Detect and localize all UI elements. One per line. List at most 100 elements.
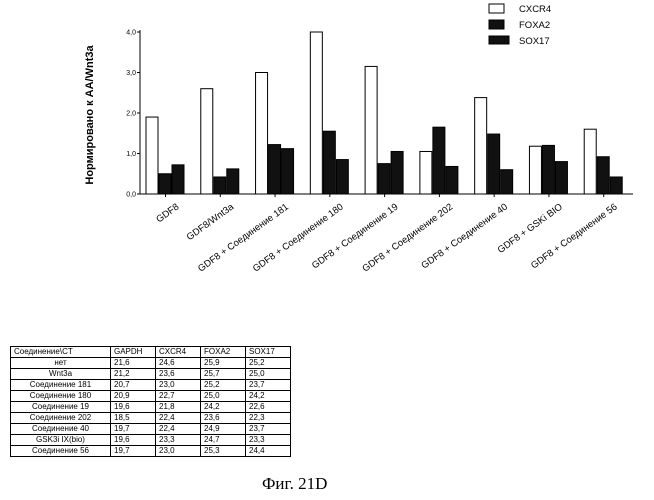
table-cell: 23,3 — [156, 435, 201, 446]
y-tick-label: 3,0 — [126, 70, 136, 77]
table-row-label: Соединение 40 — [11, 424, 111, 435]
table-cell: 24,9 — [201, 424, 246, 435]
legend-label: FOXA2 — [519, 20, 550, 31]
y-tick-label: 1,0 — [126, 151, 136, 158]
table-cell: 25,0 — [201, 391, 246, 402]
table-row-label: Соединение 56 — [11, 446, 111, 457]
figure-caption: Фиг. 21D — [262, 474, 327, 494]
table-cell: 24,4 — [246, 446, 291, 457]
x-category-label: GDF8 + Соединение 202 — [360, 202, 455, 275]
bar-cxcr4 — [201, 89, 213, 194]
table-cell: 25,0 — [246, 369, 291, 380]
table-row: GSK3i IX(bio)19,623,324,723,3 — [11, 435, 291, 446]
table-row-label: Wnt3a — [11, 369, 111, 380]
bar-foxa2 — [542, 145, 554, 194]
table-cell: 24,2 — [246, 391, 291, 402]
table-cell: 19,7 — [111, 446, 156, 457]
bar-foxa2 — [269, 145, 281, 194]
bar-cxcr4 — [365, 66, 377, 194]
table-cell: 20,9 — [111, 391, 156, 402]
y-tick-label: 4,0 — [126, 30, 136, 37]
table-cell: 19,6 — [111, 435, 156, 446]
table-row-label: Соединение 181 — [11, 380, 111, 391]
table-cell: 23,7 — [246, 380, 291, 391]
bar-sox17 — [610, 177, 622, 194]
table-cell: 24,7 — [201, 435, 246, 446]
table-cell: 22,6 — [246, 402, 291, 413]
table-cell: 21,6 — [111, 358, 156, 369]
table-cell: 22,3 — [246, 413, 291, 424]
x-axis: GDF8GDF8/Wnt3aGDF8 + Соединение 181GDF8 … — [140, 194, 633, 275]
x-category-label: GDF8 + Соединение 180 — [251, 202, 346, 275]
table-row: Соединение 18020,922,725,024,2 — [11, 391, 291, 402]
bar-foxa2 — [159, 174, 171, 194]
bar-sox17 — [336, 160, 348, 194]
x-category-label: GDF8/Wnt3a — [185, 201, 237, 243]
table-cell: 23,0 — [156, 446, 201, 457]
bar-cxcr4 — [256, 73, 268, 195]
table-cell: 23,6 — [201, 413, 246, 424]
table-cell: 25,2 — [201, 380, 246, 391]
table-cell: 19,6 — [111, 402, 156, 413]
legend-label: CXCR4 — [519, 4, 551, 15]
bar-cxcr4 — [529, 146, 541, 194]
table-row-label: Соединение 19 — [11, 402, 111, 413]
y-tick-label: 2,0 — [126, 111, 136, 118]
table-cell: 22,7 — [156, 391, 201, 402]
table-cell: 24,6 — [156, 358, 201, 369]
table-row-label: нет — [11, 358, 111, 369]
table-cell: 23,7 — [246, 424, 291, 435]
table-row-label: GSK3i IX(bio) — [11, 435, 111, 446]
legend-label: SOX17 — [519, 36, 550, 47]
bar-cxcr4 — [310, 32, 322, 194]
table-header-cell: FOXA2 — [201, 347, 246, 358]
table-row: нет21,624,625,925,2 — [11, 358, 291, 369]
table-header-cell: SOX17 — [246, 347, 291, 358]
table-cell: 22,4 — [156, 424, 201, 435]
table-header-row: Соединение\CT GAPDH CXCR4 FOXA2 SOX17 — [11, 347, 291, 358]
table-cell: 23,3 — [246, 435, 291, 446]
bar-chart: CXCR4 FOXA2 SOX17 0,0 1,0 2,0 3,0 4,0 GDF8GDF8… — [0, 0, 654, 340]
table-row: Соединение 18120,723,025,223,7 — [11, 380, 291, 391]
table-row-label: Соединение 180 — [11, 391, 111, 402]
table-row: Wnt3a21,223,625,725,0 — [11, 369, 291, 380]
legend-swatch-cxcr4 — [489, 4, 504, 13]
table-cell: 19,7 — [111, 424, 156, 435]
bar-sox17 — [391, 151, 403, 194]
table-row: Соединение 4019,722,424,923,7 — [11, 424, 291, 435]
table-row: Соединение 20218,522,423,622,3 — [11, 413, 291, 424]
table-header-cell: GAPDH — [111, 347, 156, 358]
table-body: нет21,624,625,925,2Wnt3a21,223,625,725,0… — [11, 358, 291, 457]
bar-foxa2 — [323, 131, 335, 194]
bar-cxcr4 — [475, 98, 487, 194]
bar-foxa2 — [214, 177, 226, 194]
chart-legend: CXCR4 FOXA2 SOX17 — [489, 4, 551, 47]
table-cell: 25,9 — [201, 358, 246, 369]
table-cell: 21,2 — [111, 369, 156, 380]
table-cell: 21,8 — [156, 402, 201, 413]
table-header-cell: CXCR4 — [156, 347, 201, 358]
bar-sox17 — [555, 162, 567, 194]
bar-sox17 — [501, 170, 513, 194]
legend-swatch-foxa2 — [489, 20, 504, 29]
bar-sox17 — [282, 149, 294, 194]
bar-sox17 — [172, 165, 184, 194]
table-cell: 25,7 — [201, 369, 246, 380]
bar-foxa2 — [597, 157, 609, 194]
table-cell: 20,7 — [111, 380, 156, 391]
y-axis: 0,0 1,0 2,0 3,0 4,0 — [126, 30, 140, 199]
y-axis-label: Нормировано к AA/Wnt3a — [84, 45, 96, 185]
y-tick-label: 0,0 — [126, 192, 136, 199]
bars — [146, 32, 622, 194]
bar-sox17 — [446, 166, 458, 194]
x-category-label: GDF8 + Соединение 181 — [196, 202, 291, 275]
table-cell: 24,2 — [201, 402, 246, 413]
table-cell: 22,4 — [156, 413, 201, 424]
table-header-cell: Соединение\CT — [11, 347, 111, 358]
bar-cxcr4 — [146, 117, 158, 194]
table-cell: 18,5 — [111, 413, 156, 424]
table-cell: 23,6 — [156, 369, 201, 380]
table-cell: 25,3 — [201, 446, 246, 457]
ct-table: Соединение\CT GAPDH CXCR4 FOXA2 SOX17 не… — [10, 346, 291, 457]
table-row-label: Соединение 202 — [11, 413, 111, 424]
